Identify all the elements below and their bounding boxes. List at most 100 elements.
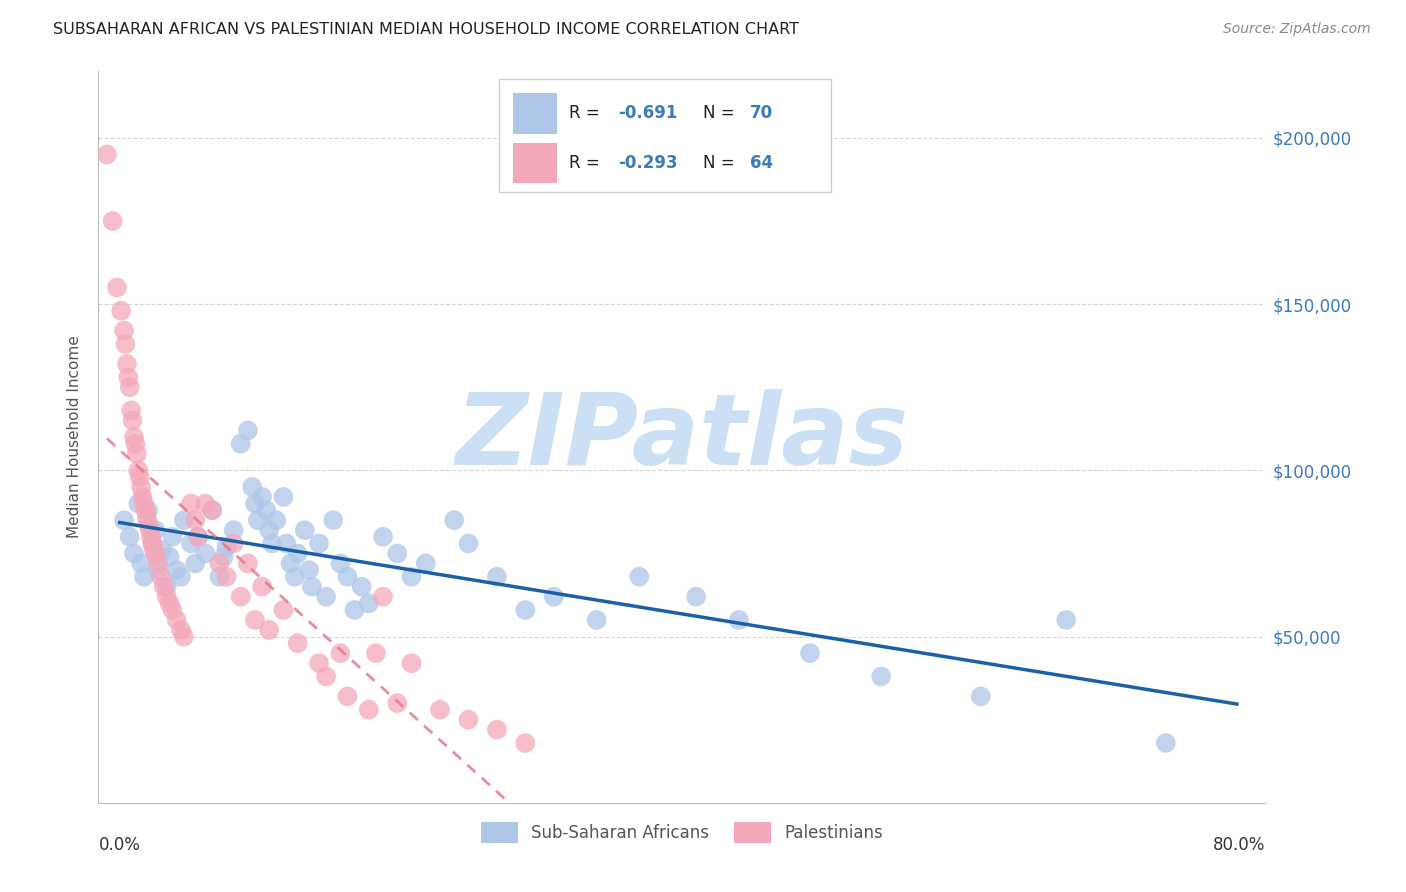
Y-axis label: Median Household Income: Median Household Income <box>67 335 83 539</box>
Point <box>236 424 259 438</box>
Point <box>125 447 148 461</box>
Point <box>132 497 155 511</box>
Point <box>132 570 155 584</box>
Point <box>1154 736 1177 750</box>
Text: 70: 70 <box>749 104 773 122</box>
Point <box>329 646 352 660</box>
Point <box>187 530 209 544</box>
Point <box>315 590 337 604</box>
Point <box>194 497 217 511</box>
Point <box>970 690 993 704</box>
Point <box>139 530 162 544</box>
Point <box>336 570 359 584</box>
Point <box>124 436 146 450</box>
Point <box>387 546 409 560</box>
Point <box>201 503 224 517</box>
Point <box>799 646 821 660</box>
Point <box>138 523 160 537</box>
Point <box>96 147 118 161</box>
Point <box>118 530 141 544</box>
Point <box>141 536 163 550</box>
Point <box>201 503 224 517</box>
Point <box>212 549 235 564</box>
Point <box>443 513 465 527</box>
Point <box>257 523 280 537</box>
Point <box>148 563 170 577</box>
Point <box>240 480 263 494</box>
Point <box>110 303 132 318</box>
Point <box>222 523 245 537</box>
Point <box>298 563 321 577</box>
Point <box>222 536 245 550</box>
Point <box>184 557 207 571</box>
Point <box>127 497 149 511</box>
Point <box>101 214 124 228</box>
Point <box>156 590 179 604</box>
Point <box>276 536 298 550</box>
Point <box>122 430 145 444</box>
Point <box>131 490 153 504</box>
Text: 80.0%: 80.0% <box>1213 836 1265 854</box>
Text: -0.293: -0.293 <box>617 154 678 172</box>
Point <box>162 530 184 544</box>
Point <box>229 590 252 604</box>
Point <box>105 280 128 294</box>
Point <box>457 536 479 550</box>
Point <box>870 669 893 683</box>
Point <box>329 557 352 571</box>
Point <box>143 546 166 560</box>
Point <box>585 613 607 627</box>
Point <box>364 646 387 660</box>
Point <box>727 613 749 627</box>
Point <box>287 546 309 560</box>
Point <box>141 536 163 550</box>
Point <box>114 337 136 351</box>
Point <box>159 549 181 564</box>
Point <box>250 490 273 504</box>
Text: 64: 64 <box>749 154 773 172</box>
Point <box>136 516 159 531</box>
Point <box>215 540 238 554</box>
Point <box>112 513 135 527</box>
Point <box>401 656 423 670</box>
Text: R =: R = <box>568 104 605 122</box>
Text: N =: N = <box>703 154 740 172</box>
Point <box>429 703 451 717</box>
Point <box>357 703 380 717</box>
Point <box>170 570 193 584</box>
Point <box>336 690 359 704</box>
Point <box>246 513 269 527</box>
Point <box>129 557 152 571</box>
Point <box>117 370 139 384</box>
Point <box>150 570 173 584</box>
Point <box>135 509 157 524</box>
Point <box>127 463 149 477</box>
Point <box>243 613 266 627</box>
Point <box>208 557 231 571</box>
Point <box>280 557 302 571</box>
Point <box>273 603 295 617</box>
FancyBboxPatch shape <box>513 94 557 134</box>
Point <box>159 596 181 610</box>
Point <box>415 557 437 571</box>
Point <box>173 630 195 644</box>
Point <box>308 656 330 670</box>
Point <box>628 570 651 584</box>
Point <box>343 603 366 617</box>
Point <box>254 503 277 517</box>
Point <box>250 580 273 594</box>
Point <box>371 530 394 544</box>
Point <box>315 669 337 683</box>
Text: -0.691: -0.691 <box>617 104 678 122</box>
Text: R =: R = <box>568 154 605 172</box>
Point <box>515 603 537 617</box>
Point <box>208 570 231 584</box>
Point <box>401 570 423 584</box>
Point <box>129 480 152 494</box>
Point <box>387 696 409 710</box>
Point <box>357 596 380 610</box>
Point <box>273 490 295 504</box>
Point <box>166 563 188 577</box>
Text: 0.0%: 0.0% <box>98 836 141 854</box>
Point <box>284 570 307 584</box>
